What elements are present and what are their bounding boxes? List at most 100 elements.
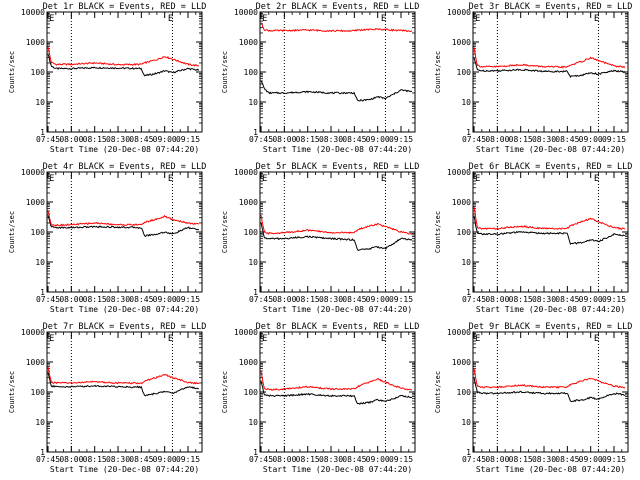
- corner-marker: E: [594, 334, 599, 344]
- y-tick-label: 1000: [26, 358, 45, 367]
- panel-det-6r: Det 6r BLACK = Events, RED = LLD 1 10 100 10…: [434, 162, 632, 314]
- panel-det-2r: Det 2r BLACK = Events, RED = LLD 1 10 100 10…: [221, 2, 419, 154]
- x-tick-label: 09:00: [366, 295, 390, 304]
- x-tick-label: 07:45: [462, 455, 486, 464]
- y-tick-label: 10000: [21, 8, 45, 17]
- x-tick-label: 08:30: [106, 455, 130, 464]
- x-tick-label: 09:15: [389, 295, 413, 304]
- x-tick-label: 08:00: [59, 455, 83, 464]
- y-tick-label: 10000: [234, 8, 258, 17]
- y-tick-label: 10000: [234, 328, 258, 337]
- x-tick-label: 08:00: [485, 455, 509, 464]
- corner-marker: E: [168, 14, 173, 24]
- y-tick-label: 10: [248, 258, 258, 267]
- y-tick-label: 10: [35, 258, 45, 267]
- panel-title: Det 6r BLACK = Events, RED = LLD: [469, 162, 633, 172]
- x-tick-label: 09:15: [602, 135, 626, 144]
- x-tick-label: 07:45: [36, 135, 60, 144]
- panel-det-8r: Det 8r BLACK = Events, RED = LLD 1 10 100 10…: [221, 322, 419, 474]
- corner-marker-left: E: [262, 334, 267, 344]
- lld-series-line: [260, 22, 413, 33]
- corner-marker: E: [594, 174, 599, 184]
- x-tick-label: 08:45: [555, 295, 579, 304]
- y-tick-label: 1000: [239, 358, 258, 367]
- x-tick-label: 09:15: [176, 295, 200, 304]
- corner-marker-left: E: [475, 334, 480, 344]
- x-tick-label: 08:30: [532, 135, 556, 144]
- y-tick-label: 100: [457, 228, 472, 237]
- y-tick-label: 10000: [447, 168, 471, 177]
- x-axis-label: Start Time (20-Dec-08 07:44:20): [50, 465, 199, 474]
- events-series-line: [47, 372, 199, 397]
- y-tick-label: 10: [248, 98, 258, 107]
- events-series-line: [47, 54, 200, 77]
- lld-series-line: [473, 47, 626, 69]
- lld-series-line: [473, 206, 626, 230]
- y-tick-label: 10: [461, 418, 471, 427]
- panel-title: Det 3r BLACK = Events, RED = LLD: [469, 2, 633, 12]
- corner-marker-left: E: [262, 174, 267, 184]
- y-axis-label: Counts/sec: [221, 211, 229, 253]
- x-tick-label: 08:30: [319, 295, 343, 304]
- x-tick-label: 08:45: [342, 455, 366, 464]
- y-tick-label: 1: [253, 288, 258, 297]
- x-tick-label: 08:15: [296, 295, 320, 304]
- events-series-line: [47, 215, 200, 238]
- panel-title: Det 7r BLACK = Events, RED = LLD: [43, 322, 207, 332]
- x-tick-label: 09:15: [389, 455, 413, 464]
- y-tick-label: 100: [31, 388, 46, 397]
- x-tick-label: 09:15: [389, 135, 413, 144]
- y-tick-label: 1000: [452, 198, 471, 207]
- panel-det-3r: Det 3r BLACK = Events, RED = LLD 1 10 100 10…: [434, 2, 632, 154]
- x-tick-label: 08:15: [509, 295, 533, 304]
- y-tick-label: 10: [35, 98, 45, 107]
- x-tick-label: 08:15: [83, 295, 107, 304]
- x-tick-label: 08:00: [59, 295, 83, 304]
- lld-series-line: [260, 214, 413, 235]
- x-tick-label: 08:45: [129, 295, 153, 304]
- x-tick-label: 08:30: [319, 135, 343, 144]
- events-series-line: [260, 80, 413, 102]
- y-axis-label: Counts/sec: [434, 211, 442, 253]
- y-tick-label: 1000: [452, 358, 471, 367]
- y-tick-label: 100: [244, 68, 259, 77]
- y-tick-label: 10000: [447, 328, 471, 337]
- panel-det-4r: Det 4r BLACK = Events, RED = LLD 1 10 100 10…: [8, 162, 206, 314]
- x-tick-label: 09:00: [579, 455, 603, 464]
- y-tick-label: 1: [253, 128, 258, 137]
- y-tick-label: 1: [466, 288, 471, 297]
- x-tick-label: 08:15: [296, 135, 320, 144]
- y-tick-label: 10: [461, 98, 471, 107]
- corner-marker-left: E: [475, 174, 480, 184]
- x-tick-label: 09:00: [366, 135, 390, 144]
- y-tick-label: 1: [40, 128, 45, 137]
- corner-marker-left: E: [49, 14, 54, 24]
- x-tick-label: 08:00: [485, 135, 509, 144]
- corner-marker-left: E: [475, 14, 480, 24]
- panel-title: Det 8r BLACK = Events, RED = LLD: [256, 322, 420, 332]
- events-series-line: [260, 380, 413, 405]
- x-tick-label: 09:15: [602, 455, 626, 464]
- x-tick-label: 08:15: [296, 455, 320, 464]
- y-tick-label: 100: [244, 388, 259, 397]
- panel-grid: Det 1r BLACK = Events, RED = LLD11010010…: [8, 2, 632, 474]
- y-tick-label: 10: [461, 258, 471, 267]
- x-tick-label: 08:00: [485, 295, 509, 304]
- x-tick-label: 09:00: [579, 135, 603, 144]
- x-tick-label: 08:15: [509, 455, 533, 464]
- x-axis-label: Start Time (20-Dec-08 07:44:20): [263, 145, 412, 154]
- y-tick-label: 1: [466, 128, 471, 137]
- x-tick-label: 08:30: [532, 455, 556, 464]
- y-tick-label: 10000: [21, 328, 45, 337]
- corner-marker: E: [594, 14, 599, 24]
- x-tick-label: 08:00: [272, 455, 296, 464]
- x-tick-label: 08:15: [83, 455, 107, 464]
- x-axis-label: Start Time (20-Dec-08 07:44:20): [50, 305, 199, 314]
- x-tick-label: 08:30: [319, 455, 343, 464]
- x-tick-label: 07:45: [249, 455, 273, 464]
- x-tick-label: 07:45: [249, 295, 273, 304]
- y-tick-label: 1: [40, 288, 45, 297]
- y-tick-label: 1000: [239, 38, 258, 47]
